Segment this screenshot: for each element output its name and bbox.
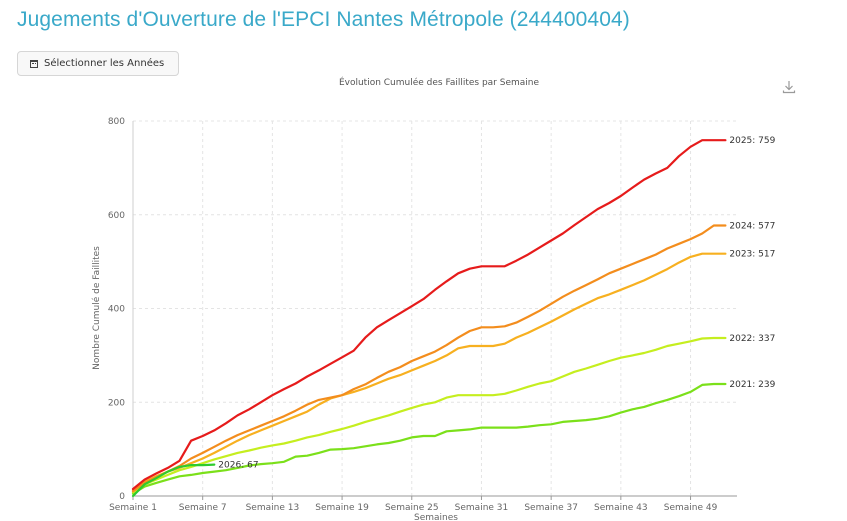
x-tick-label: Semaine 7 xyxy=(179,503,227,513)
chart-title: Évolution Cumulée des Faillites par Sema… xyxy=(339,76,540,88)
x-axis-label: Semaines xyxy=(414,513,458,521)
series-line-2026 xyxy=(131,463,216,498)
x-tick-label: Semaine 19 xyxy=(315,503,369,513)
x-tick-label: Semaine 25 xyxy=(385,503,439,513)
x-tick-label: Semaine 13 xyxy=(246,503,300,513)
series-end-label-2025: 2025: 759 xyxy=(729,136,775,146)
series-end-label-2023: 2023: 517 xyxy=(729,250,775,260)
series-end-label-2024: 2024: 577 xyxy=(729,222,775,232)
series-end-label-2021: 2021: 239 xyxy=(729,380,775,390)
calendar-icon xyxy=(30,59,38,68)
series-line-2022 xyxy=(131,336,727,494)
x-tick-label: Semaine 1 xyxy=(109,503,157,513)
series-line-2023 xyxy=(131,252,727,492)
download-icon[interactable] xyxy=(780,78,798,96)
x-tick-label: Semaine 43 xyxy=(594,503,648,513)
series-line-2025 xyxy=(131,139,727,491)
y-axis-label: Nombre Cumulé de Faillites xyxy=(91,246,102,370)
cumulative-failures-chart: Évolution Cumulée des Faillites par Sema… xyxy=(91,76,776,521)
x-tick-label: Semaine 31 xyxy=(455,503,509,513)
y-tick-label: 800 xyxy=(108,117,125,127)
series-end-label-2026: 2026: 67 xyxy=(218,461,258,471)
series-line-2024 xyxy=(131,224,727,493)
x-tick-label: Semaine 37 xyxy=(524,503,578,513)
page-title: Jugements d'Ouverture de l'EPCI Nantes M… xyxy=(17,8,630,31)
series-line-2021 xyxy=(131,382,727,495)
select-years-button[interactable]: Sélectionner les Années xyxy=(17,51,180,76)
series-end-label-2022: 2022: 337 xyxy=(729,334,775,344)
y-tick-label: 0 xyxy=(119,492,125,502)
x-tick-label: Semaine 49 xyxy=(664,503,718,513)
select-years-label: Sélectionner les Années xyxy=(44,58,165,69)
y-tick-label: 200 xyxy=(108,398,125,408)
y-tick-label: 600 xyxy=(108,211,125,221)
y-tick-label: 400 xyxy=(108,305,125,315)
